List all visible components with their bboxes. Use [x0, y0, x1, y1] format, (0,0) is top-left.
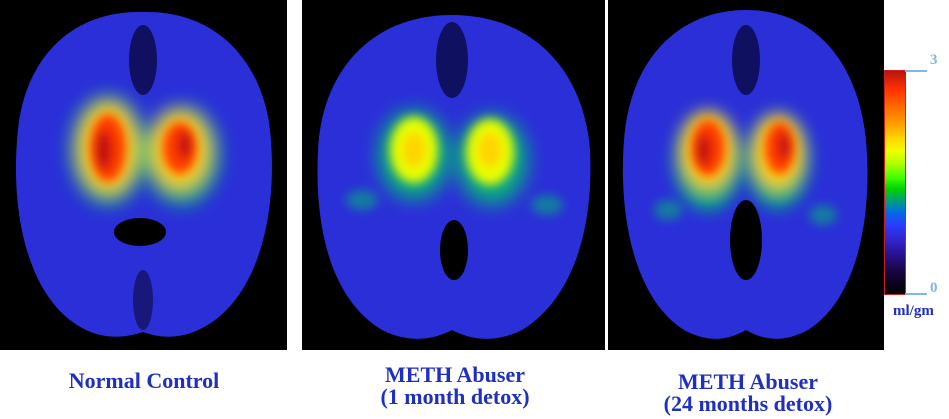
- caption-line: (1 month detox): [380, 384, 530, 409]
- brain-scan-normal-control: [0, 0, 287, 350]
- brain-scan-meth-24-months: [608, 0, 884, 350]
- color-scale-bar: [884, 70, 906, 295]
- caption-line: METH Abuser: [678, 369, 818, 394]
- brain-scan-meth-1-month: [302, 0, 605, 350]
- scale-min-arrow-icon: [905, 293, 927, 295]
- scale-max-label: 3: [930, 52, 938, 68]
- caption-line: Normal Control: [68, 368, 220, 393]
- caption-line: (24 months detox): [663, 391, 833, 416]
- caption-normal-control: Normal Control: [44, 370, 244, 392]
- scale-max-arrow-icon: [905, 70, 927, 72]
- scale-min-label: 0: [930, 280, 938, 296]
- caption-meth-24-months: METH Abuser (24 months detox): [628, 371, 868, 415]
- scale-unit-label: ml/gm: [893, 303, 934, 319]
- caption-line: METH Abuser: [385, 362, 525, 387]
- caption-meth-1-month: METH Abuser (1 month detox): [340, 364, 570, 408]
